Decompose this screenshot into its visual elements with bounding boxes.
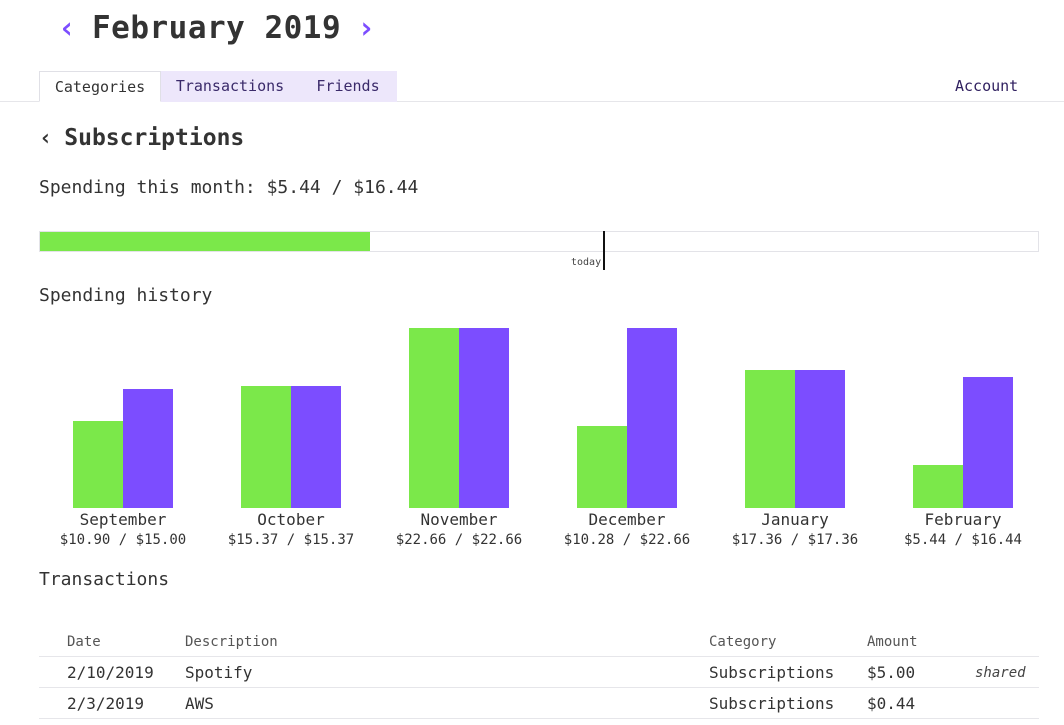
- spending-history-chart: September $10.90 / $15.00 October $15.37 / …: [0, 318, 1064, 553]
- chart-month-group: November $22.66 / $22.66: [375, 318, 543, 553]
- table-row[interactable]: 2/10/2019 Spotify Subscriptions $5.00 sh…: [39, 657, 1039, 688]
- bar-budget: [627, 328, 677, 508]
- table-header: Date Description Category Amount: [39, 632, 1039, 657]
- bar-budget: [291, 385, 341, 508]
- tabs-bar: Categories Transactions Friends Account: [0, 71, 1064, 102]
- transaction-description: AWS: [185, 694, 214, 713]
- column-header-amount: Amount: [867, 634, 918, 650]
- prev-month-chevron-icon[interactable]: ‹: [57, 10, 77, 46]
- tab-transactions[interactable]: Transactions: [161, 71, 299, 102]
- column-header-category: Category: [709, 634, 777, 650]
- bar-spent: [577, 426, 627, 508]
- chart-value-label: $22.66 / $22.66: [395, 532, 523, 548]
- bar-spent: [73, 421, 123, 508]
- bar-budget: [795, 370, 845, 508]
- transaction-amount: $0.44: [867, 694, 916, 713]
- budget-progress-fill: [40, 232, 371, 251]
- transaction-category: Subscriptions: [709, 694, 835, 713]
- column-header-date: Date: [67, 634, 101, 650]
- account-link[interactable]: Account: [955, 77, 1019, 95]
- table-row[interactable]: 2/3/2019 AWS Subscriptions $0.44: [39, 688, 1039, 719]
- bar-budget: [963, 377, 1013, 508]
- month-title: February 2019: [92, 10, 342, 46]
- category-header: ‹ Subscriptions: [39, 125, 244, 151]
- chart-month-label: September: [79, 510, 167, 529]
- bar-spent: [409, 328, 459, 508]
- chart-month-group: December $10.28 / $22.66: [543, 318, 711, 553]
- chart-month-label: December: [588, 510, 666, 529]
- transaction-category: Subscriptions: [709, 663, 835, 682]
- bar-spent: [745, 370, 795, 508]
- transactions-title: Transactions: [39, 569, 170, 590]
- chart-value-label: $10.90 / $15.00: [59, 532, 187, 548]
- chart-value-label: $15.37 / $15.37: [227, 532, 355, 548]
- month-navigation: ‹ February 2019 ›: [56, 10, 377, 46]
- back-chevron-icon[interactable]: ‹: [39, 125, 53, 151]
- chart-value-label: $5.44 / $16.44: [903, 532, 1022, 548]
- transaction-amount: $5.00: [867, 663, 916, 682]
- shared-tag: shared: [975, 665, 1026, 681]
- chart-month-label: November: [420, 510, 498, 529]
- chart-month-group: January $17.36 / $17.36: [711, 318, 879, 553]
- budget-progress-bar: [39, 231, 1039, 252]
- chart-month-group: October $15.37 / $15.37: [207, 318, 375, 553]
- bar-budget: [459, 328, 509, 508]
- bar-spent: [913, 464, 963, 508]
- transaction-description: Spotify: [185, 663, 253, 682]
- column-header-description: Description: [185, 634, 278, 650]
- transactions-table: Date Description Category Amount 2/10/20…: [39, 632, 1039, 719]
- next-month-chevron-icon[interactable]: ›: [357, 10, 376, 46]
- chart-month-label: October: [257, 510, 325, 529]
- tab-friends[interactable]: Friends: [299, 71, 397, 102]
- transaction-date: 2/10/2019: [67, 663, 154, 682]
- today-marker: [603, 231, 605, 270]
- today-label: today: [571, 257, 602, 268]
- bar-spent: [241, 385, 291, 508]
- chart-value-label: $17.36 / $17.36: [731, 532, 859, 548]
- chart-month-group: September $10.90 / $15.00: [39, 318, 207, 553]
- transaction-date: 2/3/2019: [67, 694, 145, 713]
- tab-categories[interactable]: Categories: [39, 71, 161, 102]
- spending-history-title: Spending history: [39, 285, 213, 306]
- chart-month-group: February $5.44 / $16.44: [879, 318, 1047, 553]
- chart-month-label: January: [761, 510, 829, 529]
- chart-value-label: $10.28 / $22.66: [563, 532, 691, 548]
- spending-this-month: Spending this month: $5.44 / $16.44: [39, 177, 419, 198]
- chart-month-label: February: [924, 510, 1002, 529]
- bar-budget: [123, 388, 173, 508]
- category-title: Subscriptions: [64, 125, 245, 151]
